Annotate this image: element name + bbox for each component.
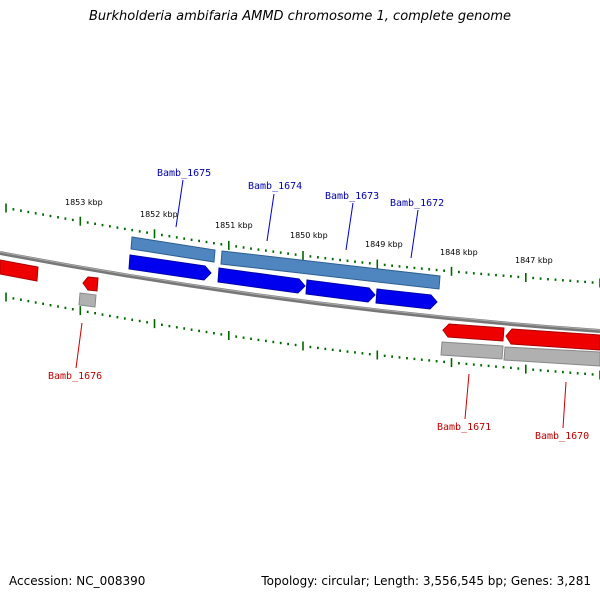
scale-label-1851: 1851 kbp <box>215 221 253 230</box>
leader-bamb-1670 <box>562 381 567 429</box>
outer-tick-marks <box>5 203 600 288</box>
scale-label-1850: 1850 kbp <box>290 231 328 240</box>
scale-label-1847: 1847 kbp <box>515 256 553 265</box>
gene-arrow-bamb-1673[interactable] <box>305 279 376 303</box>
leader-bamb-1673 <box>345 202 354 251</box>
gene-label-bamb-1675[interactable]: Bamb_1675 <box>157 168 211 179</box>
gene-shadow-bamb-1675 <box>130 236 216 263</box>
gene-arrow-bamb-1671[interactable] <box>442 323 505 342</box>
gene-arrow-left-edge[interactable] <box>0 259 39 282</box>
leader-bamb-1676 <box>75 322 83 369</box>
gene-label-bamb-1672[interactable]: Bamb_1672 <box>390 198 444 209</box>
gene-arrow-bamb-1670[interactable] <box>505 328 600 351</box>
leader-bamb-1672 <box>410 209 419 259</box>
scale-label-1853: 1853 kbp <box>65 198 103 207</box>
gene-label-bamb-1673[interactable]: Bamb_1673 <box>325 191 379 202</box>
scale-label-1849: 1849 kbp <box>365 240 403 249</box>
leader-bamb-1674 <box>266 193 275 242</box>
scale-label-1848: 1848 kbp <box>440 248 478 257</box>
leader-bamb-1675 <box>175 179 184 228</box>
gene-shadow-bamb-1674-1672 <box>220 250 441 290</box>
scale-label-1852: 1852 kbp <box>140 210 178 219</box>
map-title: Burkholderia ambifaria AMMD chromosome 1… <box>88 9 512 24</box>
gene-arrow-bamb-1676[interactable] <box>82 276 99 292</box>
gene-label-bamb-1670[interactable]: Bamb_1670 <box>535 431 589 442</box>
leader-bamb-1671 <box>464 373 470 420</box>
gene-arrow-bamb-1674[interactable] <box>217 267 306 294</box>
chromosome-backbone-highlight <box>0 251 600 331</box>
gene-arrow-bamb-1675[interactable] <box>128 254 212 281</box>
gene-shadow-bamb-1670 <box>503 346 600 367</box>
inner-tick-marks <box>5 292 600 380</box>
accession-label: Accession: NC_008390 <box>9 574 146 588</box>
chromosome-backbone <box>0 251 600 333</box>
gene-arrow-bamb-1672[interactable] <box>375 288 438 310</box>
genome-summary: Topology: circular; Length: 3,556,545 bp… <box>261 574 591 588</box>
gene-shadow-bamb-1676 <box>78 292 97 308</box>
gene-label-bamb-1674[interactable]: Bamb_1674 <box>248 181 302 192</box>
gene-label-bamb-1671[interactable]: Bamb_1671 <box>437 422 491 433</box>
gene-label-bamb-1676[interactable]: Bamb_1676 <box>48 371 102 382</box>
gene-shadow-bamb-1671 <box>440 341 504 360</box>
